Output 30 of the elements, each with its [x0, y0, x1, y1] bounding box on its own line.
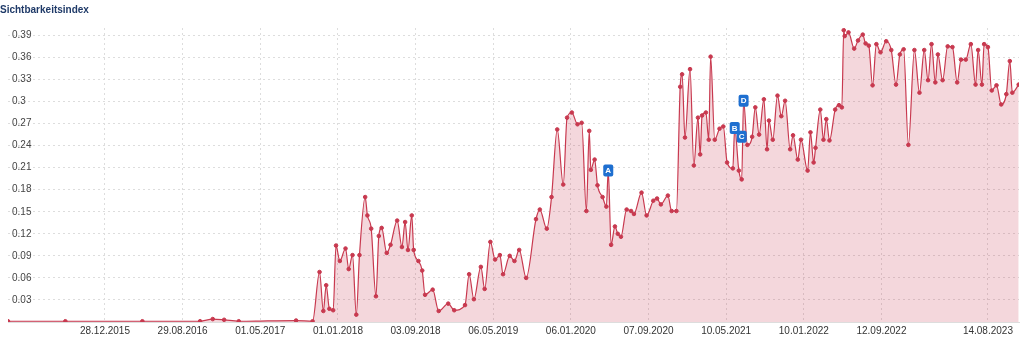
- annotation: C: [738, 132, 745, 142]
- x-tick-label: 01.01.2018: [312, 324, 364, 336]
- annotation: D: [740, 96, 747, 106]
- y-tick-label: 0.18: [12, 183, 32, 195]
- x-tick-label: 06.01.2020: [545, 324, 597, 336]
- annotation: A: [605, 166, 612, 176]
- y-tick-label: 0.24: [12, 139, 32, 151]
- chart-title: Sichtbarkeitsindex: [0, 3, 90, 15]
- y-tick-label: 0.15: [12, 205, 32, 217]
- x-tick-label: 14.08.2023: [962, 324, 1014, 336]
- y-tick-label: 0.21: [12, 161, 32, 173]
- y-tick-label: 0.33: [12, 73, 32, 85]
- y-tick-label: 0.03: [12, 293, 32, 305]
- x-tick-label: 03.09.2018: [390, 324, 442, 336]
- x-tick-label: 12.09.2022: [856, 324, 907, 336]
- x-tick-label: 07.09.2020: [623, 324, 674, 336]
- y-tick-label: 0.06: [12, 271, 32, 283]
- y-tick-label: 0.3: [12, 95, 27, 107]
- x-tick-label: 28.12.2015: [79, 324, 131, 336]
- y-tick-label: 0.36: [12, 51, 32, 63]
- x-tick-label: 10.05.2021: [701, 324, 752, 336]
- x-tick-label: 06.05.2019: [468, 324, 519, 336]
- y-tick-label: 0.27: [12, 117, 32, 129]
- x-tick-label: 10.01.2022: [778, 324, 830, 336]
- y-tick-label: 0.39: [12, 29, 32, 41]
- y-tick-label: 0.12: [12, 227, 32, 239]
- y-tick-label: 0.09: [12, 249, 32, 261]
- annotation: B: [731, 123, 738, 133]
- x-tick-label: 29.08.2016: [157, 324, 209, 336]
- x-tick-label: 01.05.2017: [235, 324, 286, 336]
